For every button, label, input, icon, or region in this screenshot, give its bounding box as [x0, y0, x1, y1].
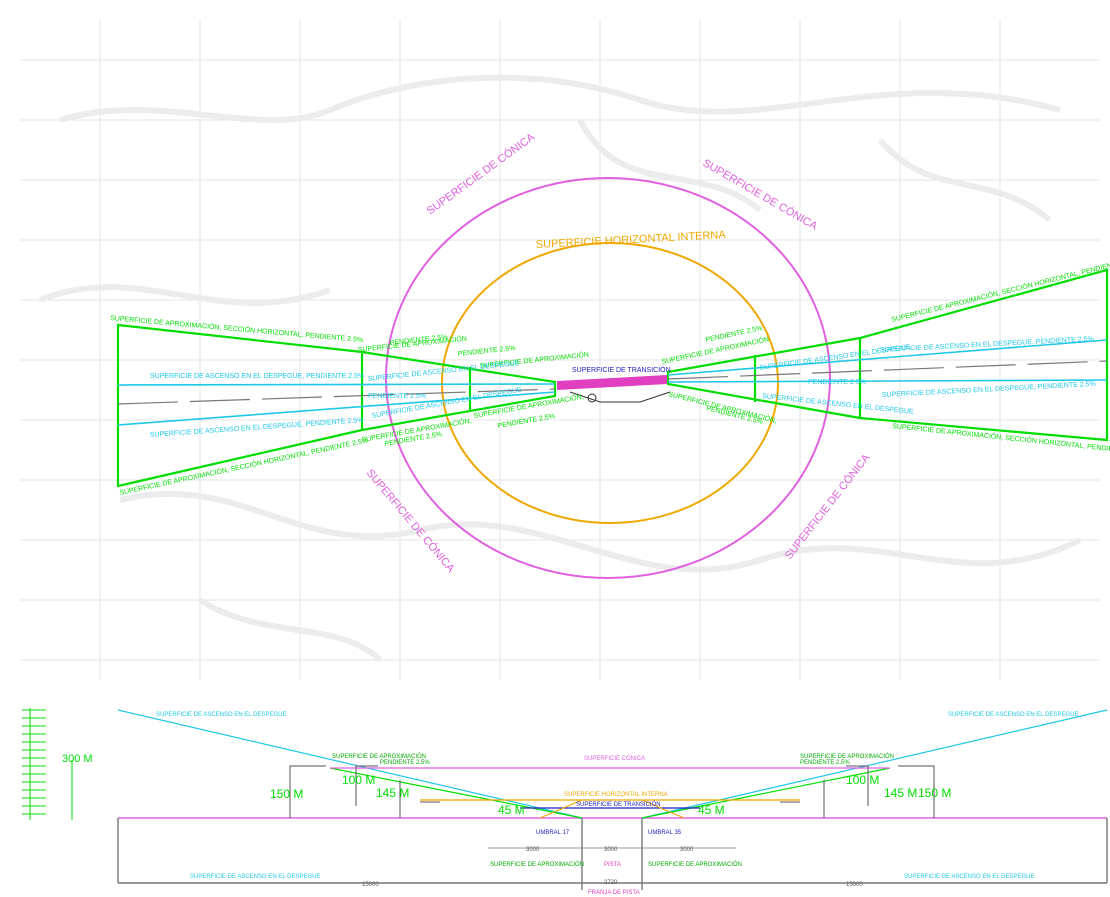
dimension-3000-right: 3000 [680, 847, 694, 853]
dimension-2720: 2720 [604, 880, 618, 886]
profile-takeoff-right: SUPERFICIE DE ASCENSO EN EL DESPEGUE [948, 712, 1078, 718]
profile-approach-left-slope: PENDIENTE 2.5% [380, 760, 430, 766]
takeoff-base-left: SUPERFICIE DE ASCENSO EN EL DESPEGUE [190, 874, 320, 880]
runway-centerline [117, 360, 1108, 405]
conical-label-bottom-right: SUPERFICIE DE CÓNICA [782, 451, 873, 562]
right-slope-label-mid: PENDIENTE 2.5% [808, 379, 866, 386]
height-100-right: 100 M [846, 773, 879, 787]
right-approach-label-bottom: SUPERFICIE DE APROXIMACIÓN, SECCIÓN HORI… [892, 421, 1110, 456]
profile-approach-right-slope: PENDIENTE 2.5% [800, 760, 850, 766]
height-100-left: 100 M [342, 773, 375, 787]
left-approach-label-bottom: SUPERFICIE DE APROXIMACIÓN, SECCIÓN HORI… [119, 435, 369, 497]
left-near-slope-label-top: PENDIENTE 2.5% [457, 345, 515, 358]
conical-label-top-left: SUPERFICIE DE CÓNICA [424, 130, 537, 217]
left-takeoff-label-top: SUPERFICIE DE ASCENSO EN EL DESPEGUE, PE… [150, 373, 364, 380]
runway-label: PISTA [604, 862, 621, 868]
base-map-texture [38, 74, 1082, 663]
height-45-right: 45 M [698, 803, 725, 817]
plan-labels: SUPERFICIE DE CÓNICA SUPERFICIE DE CÓNIC… [110, 130, 1110, 575]
horizontal-internal-label: SUPERFICIE HORIZONTAL INTERNA [536, 229, 727, 251]
dimension-15000-left: 15000 [362, 882, 379, 888]
height-45-left: 45 M [498, 803, 525, 817]
profile-takeoff-left: SUPERFICIE DE ASCENSO EN EL DESPEGUE [156, 712, 286, 718]
takeoff-climb-surfaces [117, 339, 1108, 426]
profile-transition: SUPERFICIE DE TRANSICIÓN [576, 801, 661, 808]
conical-label-top-right: SUPERFICIE DE CÓNICA [701, 156, 821, 233]
takeoff-base-right: SUPERFICIE DE ASCENSO EN EL DESPEGUE [904, 874, 1034, 880]
scale-height-label: 300 M [62, 753, 93, 765]
conical-label-bottom-left: SUPERFICIE DE CÓNICA [364, 467, 458, 576]
runway-strip-label: FRANJA DE PISTA [588, 890, 640, 896]
height-150-right: 150 M [918, 786, 951, 800]
profile-conical: SUPERFICIE CÓNICA [584, 755, 645, 762]
runway-plan [557, 375, 671, 403]
right-takeoff-label-top: SUPERFICIE DE ASCENSO EN EL DESPEGUE, PE… [880, 336, 1094, 354]
left-approach-surface [116, 323, 557, 488]
profile-approach-left: SUPERFICIE DE APROXIMACIÓN [332, 753, 426, 760]
profile-surfaces [117, 709, 1108, 819]
dimension-15000-right: 15000 [846, 882, 863, 888]
left-slope-label-mid: PENDIENTE 2.5% [368, 393, 426, 400]
approach-base-left: SUPERFICIE DE APROXIMACIÓN [490, 861, 584, 868]
inner-horizontal-surface [441, 242, 779, 524]
profile-horizontal: SUPERFICIE HORIZONTAL INTERNA [564, 792, 668, 798]
right-takeoff-label-bottom: SUPERFICIE DE ASCENSO EN EL DESPEGUE, PE… [882, 381, 1096, 399]
height-scale: 300 M [22, 708, 93, 820]
conical-surface [385, 177, 831, 579]
threshold-left: UMBRAL 17 [536, 830, 570, 836]
profile-labels: SUPERFICIE DE ASCENSO EN EL DESPEGUE SUP… [156, 712, 1078, 896]
height-145-left: 145 M [376, 786, 409, 800]
profile-approach-right: SUPERFICIE DE APROXIMACIÓN [800, 753, 894, 760]
height-145-right: 145 M [884, 786, 917, 800]
threshold-right: UMBRAL 35 [648, 830, 682, 836]
approach-base-right: SUPERFICIE DE APROXIMACIÓN [648, 861, 742, 868]
transition-label: SUPERFICIE DE TRANSICIÓN [572, 365, 671, 374]
dimension-lines [120, 847, 1105, 884]
profile-height-brackets [289, 765, 935, 818]
left-near-slope-label-bottom: PENDIENTE 2.5% [497, 413, 555, 430]
right-approach-surface [666, 268, 1109, 442]
dimension-3000-mid: 3000 [604, 847, 618, 853]
height-150-left: 150 M [270, 787, 303, 801]
base-map-grid [20, 20, 1100, 680]
dimension-3000-left: 3000 [526, 847, 540, 853]
